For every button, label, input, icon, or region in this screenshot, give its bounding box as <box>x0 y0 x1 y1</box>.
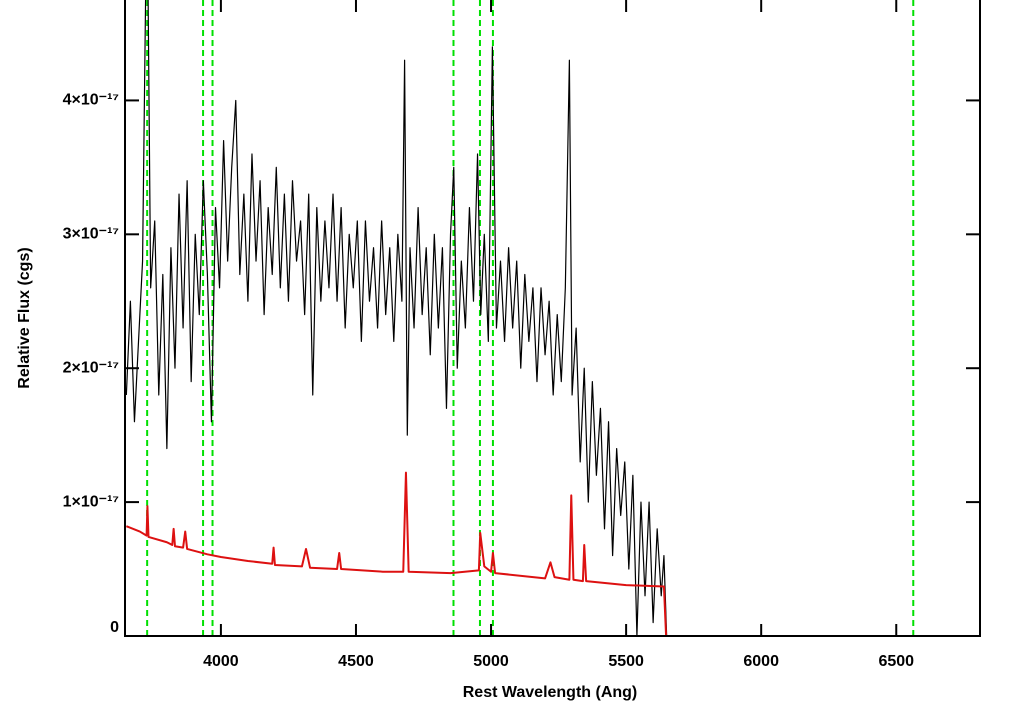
axis-frame <box>124 0 981 637</box>
y-tick-label: 3×10⁻¹⁷ <box>63 226 119 243</box>
x-tick-label: 6500 <box>878 653 914 670</box>
spectrum-line <box>125 471 980 636</box>
spectrum-line <box>125 0 980 636</box>
x-tick-label: 5000 <box>473 653 509 670</box>
plot-area <box>125 0 980 636</box>
y-tick-label: 4×10⁻¹⁷ <box>63 92 119 109</box>
y-axis-title: Relative Flux (cgs) <box>16 247 33 388</box>
x-tick-label: 6000 <box>743 653 779 670</box>
y-tick-label: 0 <box>110 619 119 636</box>
x-axis-title: Rest Wavelength (Ang) <box>463 684 638 701</box>
y-tick-label: 2×10⁻¹⁷ <box>63 359 119 376</box>
axes: 4000 4500 5000 5500 6000 6500 0 1×10⁻¹⁷ 2×10⁻¹⁷ 3… <box>63 0 981 670</box>
x-tick-label: 4000 <box>203 653 239 670</box>
x-tick-label: 4500 <box>338 653 374 670</box>
y-tick-label: 1×10⁻¹⁷ <box>63 493 119 510</box>
x-tick-label: 5500 <box>608 653 644 670</box>
